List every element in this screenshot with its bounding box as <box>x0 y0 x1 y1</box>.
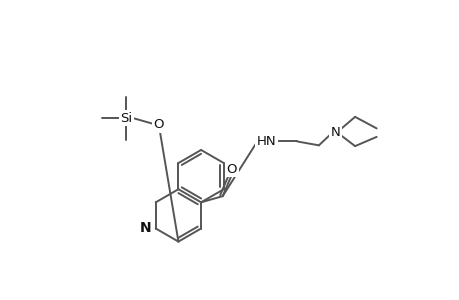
Text: HN: HN <box>256 135 276 148</box>
Text: N: N <box>330 126 340 139</box>
Text: O: O <box>226 163 237 176</box>
Text: Si: Si <box>120 112 132 125</box>
Text: N: N <box>139 221 151 236</box>
Text: O: O <box>153 118 164 131</box>
